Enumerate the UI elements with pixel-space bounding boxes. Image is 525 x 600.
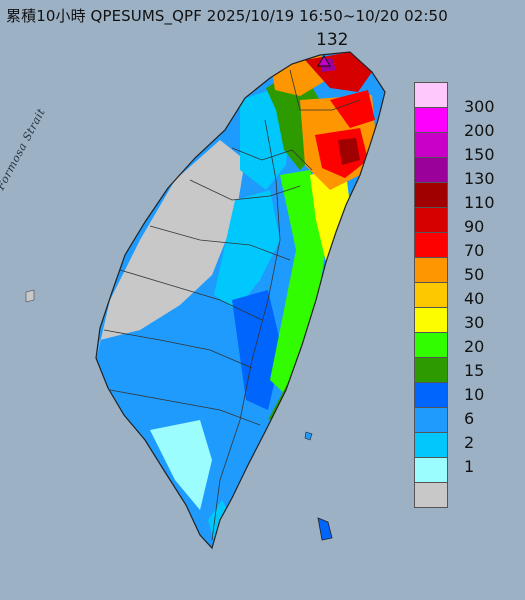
legend-swatch: [414, 333, 448, 358]
penghu-island: [25, 289, 35, 303]
legend-swatch: [414, 208, 448, 233]
legend-label: 30: [464, 313, 485, 332]
legend-swatch: [414, 233, 448, 258]
legend-swatch: [414, 108, 448, 133]
legend-label: 1: [464, 457, 475, 476]
coastline: [95, 51, 386, 550]
legend-label: 90: [464, 217, 485, 236]
legend-label: 40: [464, 289, 485, 308]
legend-label: 200: [464, 121, 495, 140]
legend-swatch: [414, 258, 448, 283]
legend-label: 2: [464, 433, 475, 452]
legend-label: 130: [464, 169, 495, 188]
lyudao-island: [304, 431, 313, 441]
legend-swatch: [414, 183, 448, 208]
county-borders: [103, 69, 361, 541]
legend-label: 50: [464, 265, 485, 284]
legend-swatch: [414, 158, 448, 183]
legend-label: 150: [464, 145, 495, 164]
legend-swatch: [414, 308, 448, 333]
legend-label: 70: [464, 241, 485, 260]
legend-swatch: [414, 358, 448, 383]
legend-label: 300: [464, 97, 495, 116]
legend-swatch: [414, 283, 448, 308]
legend-labels: 300 200 150 130 110 90 70 50 40 30 20 15 10 6 2 1: [464, 97, 495, 481]
legend-swatch: [414, 483, 448, 508]
max-rainfall-value: 132: [316, 30, 349, 50]
map-title: 累積10小時 QPESUMS_QPF 2025/10/19 16:50~10/2…: [6, 7, 448, 25]
legend-label: 110: [464, 193, 495, 212]
legend-label: 15: [464, 361, 485, 380]
legend-label: 10: [464, 385, 485, 404]
legend-label: 6: [464, 409, 475, 428]
legend-swatch: [414, 433, 448, 458]
color-legend: [414, 82, 448, 508]
max-marker-icon: [317, 55, 331, 67]
legend-swatch: [414, 458, 448, 483]
legend-swatch: [414, 383, 448, 408]
legend-swatch: [414, 133, 448, 158]
legend-swatch: [414, 408, 448, 433]
lanyu-island: [317, 517, 333, 541]
legend-label: 20: [464, 337, 485, 356]
legend-swatch: [414, 82, 448, 108]
